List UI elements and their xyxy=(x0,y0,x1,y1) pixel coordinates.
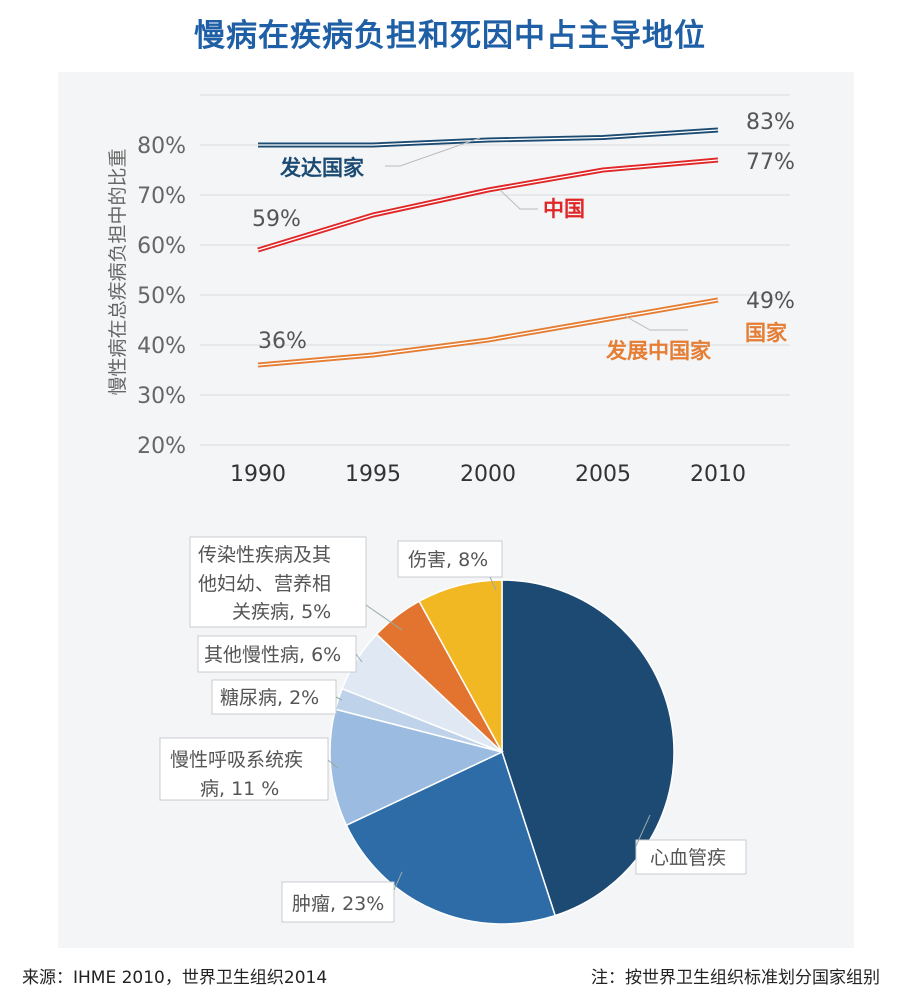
pie-label: 其他慢性病, 6% xyxy=(204,644,341,666)
leader-line xyxy=(327,759,339,769)
start-value-label: 36% xyxy=(258,329,307,354)
pie-slice xyxy=(329,708,505,827)
y-tick-label: 60% xyxy=(137,234,186,259)
y-tick-label: 30% xyxy=(137,384,186,409)
end-value-label: 83% xyxy=(746,110,795,135)
leader-line xyxy=(355,653,363,663)
footer-source: 来源：IHME 2010，世界卫生组织2014 xyxy=(22,968,328,988)
pie-label: 他妇幼、营养相 xyxy=(198,573,331,595)
pie-label-box xyxy=(211,679,337,715)
pie-label-box xyxy=(189,536,367,628)
pie-label: 伤害, 8% xyxy=(408,549,488,571)
x-tick-label: 2005 xyxy=(575,462,631,487)
pie-slice xyxy=(345,750,557,925)
y-tick-label: 20% xyxy=(137,434,186,459)
pie-label-box xyxy=(281,881,395,923)
pie-label-box xyxy=(635,839,747,875)
pie-label: 心血管疾 xyxy=(650,847,726,869)
pie-label-box xyxy=(397,540,503,578)
end-value-label: 77% xyxy=(746,150,795,175)
y-tick-label: 80% xyxy=(137,134,186,159)
pie-slice xyxy=(501,579,675,917)
start-value-label: 59% xyxy=(252,207,301,232)
pie-label: 糖尿病, 2% xyxy=(220,687,319,709)
series-name-label: 发达国家 xyxy=(279,156,365,180)
leader-line xyxy=(624,315,688,331)
x-tick-label: 1990 xyxy=(230,462,286,487)
y-tick-label: 70% xyxy=(137,184,186,209)
leader-line xyxy=(635,814,651,847)
y-tick-label: 50% xyxy=(137,284,186,309)
series-line xyxy=(258,127,719,148)
pie-label-box xyxy=(159,737,329,801)
series-name-label: 中国 xyxy=(543,197,585,221)
pie-label: 病, 11 % xyxy=(200,778,279,800)
series-name-label: 国家 xyxy=(745,321,788,345)
x-tick-label: 1995 xyxy=(345,462,401,487)
leader-line xyxy=(499,189,538,210)
pie-slice xyxy=(418,579,503,753)
leader-line xyxy=(489,576,497,591)
leader-line xyxy=(335,696,343,701)
series-line-highlight xyxy=(258,129,719,146)
series-line-highlight xyxy=(257,159,719,251)
page-title: 慢病在疾病负担和死因中占主导地位 xyxy=(194,18,706,54)
leader-line xyxy=(393,871,403,891)
series-line-highlight xyxy=(257,299,719,366)
footer-note: 注：按世界卫生组织标准划分国家组别 xyxy=(591,968,880,988)
leader-line xyxy=(365,604,403,631)
y-tick-label: 40% xyxy=(137,334,186,359)
y-axis-label: 慢性病在总疾病负担中的比重 xyxy=(107,148,129,395)
leader-line xyxy=(385,137,481,167)
line-chart: 20% 30% 40% 50% 60% 70% 80% 慢性病在总疾病负担中的比重 1990 19… xyxy=(107,94,795,487)
x-tick-label: 2010 xyxy=(690,462,746,487)
pie-label: 慢性呼吸系统疾 xyxy=(170,749,303,771)
pie-label: 关疾病, 5% xyxy=(232,601,331,623)
x-tick-label: 2000 xyxy=(460,462,516,487)
pie-label: 肿瘤, 23% xyxy=(292,893,384,915)
series-name-label: 发展中国家 xyxy=(605,339,712,363)
pie-label: 传染性疾病及其 xyxy=(198,544,331,566)
end-value-label: 49% xyxy=(746,289,795,314)
